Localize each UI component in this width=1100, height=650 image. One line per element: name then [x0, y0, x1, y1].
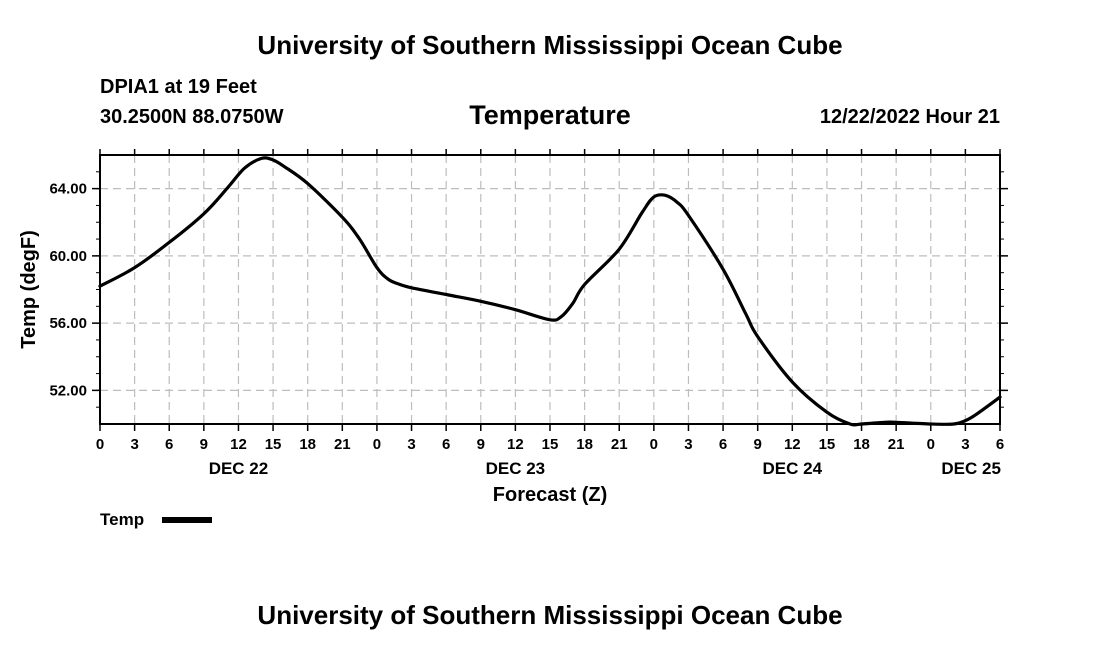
x-tick-label: 12	[784, 436, 801, 453]
x-tick-label: 15	[265, 436, 282, 453]
y-tick-label: 64.00	[49, 181, 87, 198]
x-tick-label: 3	[130, 436, 138, 453]
x-tick-label: 21	[888, 436, 905, 453]
station-coordinates: 30.2500N 88.0750W	[100, 106, 284, 128]
variable-title: Temperature	[469, 100, 631, 130]
station-label: DPIA1 at 19 Feet	[100, 76, 257, 98]
x-tick-label: 6	[442, 436, 450, 453]
x-tick-label: 3	[407, 436, 415, 453]
x-tick-label: 18	[576, 436, 593, 453]
footer-title: University of Southern Mississippi Ocean…	[257, 600, 843, 630]
x-tick-label: 21	[334, 436, 351, 453]
x-tick-label: 12	[507, 436, 524, 453]
x-tick-label: 6	[719, 436, 727, 453]
y-tick-label: 60.00	[49, 248, 87, 265]
x-tick-label: 18	[853, 436, 870, 453]
y-tick-label: 52.00	[49, 382, 87, 399]
x-tick-label: 6	[165, 436, 173, 453]
x-tick-label: 21	[611, 436, 628, 453]
legend-label: Temp	[100, 510, 144, 529]
x-tick-label: 0	[927, 436, 935, 453]
x-tick-label: 15	[542, 436, 559, 453]
x-axis-title: Forecast (Z)	[493, 484, 607, 506]
series-line-temp	[98, 156, 1002, 427]
date-label: DEC 24	[763, 459, 823, 478]
x-tick-label: 18	[299, 436, 316, 453]
x-tick-label: 0	[96, 436, 104, 453]
x-tick-label: 15	[819, 436, 836, 453]
date-label: DEC 25	[941, 459, 1001, 478]
forecast-datetime: 12/22/2022 Hour 21	[819, 106, 1000, 128]
x-tick-label: 3	[684, 436, 692, 453]
plot-frame	[99, 154, 1001, 425]
x-tick-label: 6	[996, 436, 1004, 453]
x-tick-label: 3	[961, 436, 969, 453]
date-label: DEC 23	[486, 459, 546, 478]
x-tick-label: 0	[650, 436, 658, 453]
x-tick-label: 12	[230, 436, 247, 453]
x-tick-label: 0	[373, 436, 381, 453]
x-tick-label: 9	[477, 436, 485, 453]
date-label: DEC 22	[209, 459, 269, 478]
y-axis-title: Temp (degF)	[18, 230, 40, 349]
y-tick-label: 56.00	[49, 315, 87, 332]
x-tick-label: 9	[200, 436, 208, 453]
page-title: University of Southern Mississippi Ocean…	[257, 30, 843, 60]
x-tick-label: 9	[754, 436, 762, 453]
